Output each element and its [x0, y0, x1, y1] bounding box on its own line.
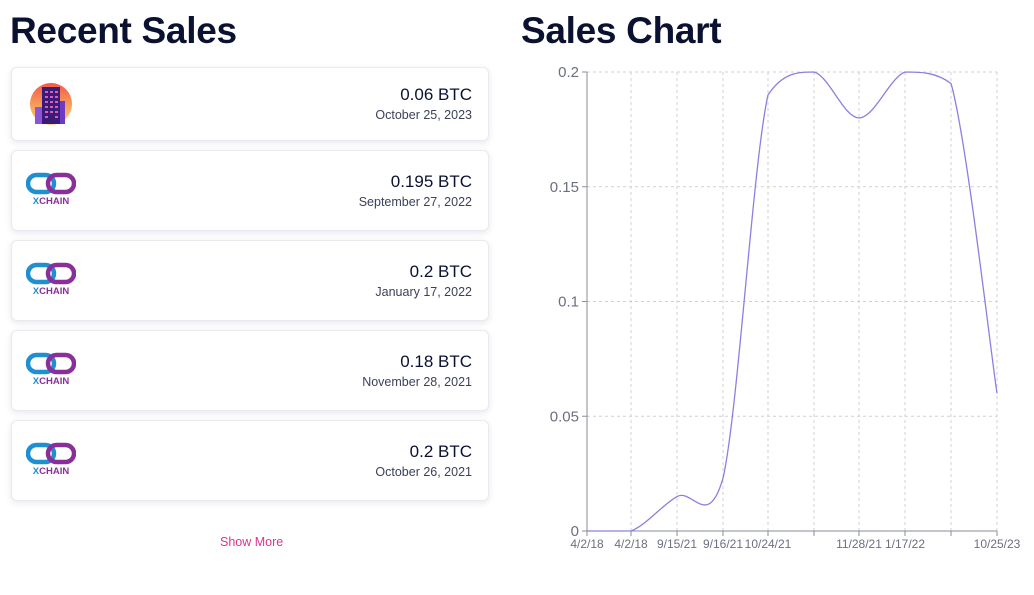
svg-text:XCHAIN: XCHAIN: [33, 376, 70, 387]
y-tick-label: 0.2: [558, 64, 579, 81]
sales-chart-title: Sales Chart: [521, 10, 722, 51]
pixel-building-icon: [26, 83, 76, 125]
sales-line: [587, 71, 998, 532]
sale-card[interactable]: XCHAIN 0.18 BTC November 28, 2021: [11, 330, 489, 411]
svg-text:XCHAIN: XCHAIN: [33, 286, 70, 297]
recent-sales-title: Recent Sales: [10, 10, 237, 51]
sale-info: 0.06 BTC October 25, 2023: [375, 84, 472, 124]
sale-date: October 25, 2023: [375, 108, 472, 122]
xchain-logo-icon: XCHAIN: [26, 440, 76, 482]
sale-card[interactable]: 0.06 BTC October 25, 2023: [11, 67, 489, 141]
sale-date: September 27, 2022: [358, 194, 472, 209]
y-tick-label: 0.05: [550, 408, 579, 425]
recent-sales-list: 0.06 BTC October 25, 2023 XCHAIN 0.195 B…: [11, 67, 489, 510]
sale-info: 0.2 BTC January 17, 2022: [375, 261, 472, 301]
x-tick-label: 10/24/21: [745, 537, 792, 551]
svg-text:XCHAIN: XCHAIN: [33, 466, 70, 477]
x-tick-label: 4/2/18: [570, 537, 604, 551]
sale-info: 0.2 BTC October 26, 2021: [375, 441, 472, 481]
sale-info: 0.18 BTC November 28, 2021: [362, 351, 472, 391]
sale-card[interactable]: XCHAIN 0.195 BTC September 27, 2022: [11, 150, 489, 231]
x-tick-label: 9/16/21: [703, 537, 743, 551]
sale-price: 0.2 BTC: [409, 441, 472, 461]
sale-date: January 17, 2022: [375, 284, 472, 299]
x-tick-label: 4/2/18: [614, 537, 648, 551]
xchain-logo-icon: XCHAIN: [26, 350, 76, 392]
xchain-logo-icon: XCHAIN: [26, 170, 76, 212]
sale-card[interactable]: XCHAIN 0.2 BTC October 26, 2021: [11, 420, 489, 501]
sale-price: 0.18 BTC: [400, 351, 472, 371]
x-tick-label: 11/28/21: [836, 537, 882, 551]
sale-date: November 28, 2021: [362, 374, 472, 389]
sale-price: 0.195 BTC: [390, 171, 472, 191]
x-tick-label: 9/15/21: [657, 537, 697, 551]
show-more-button[interactable]: Show More: [220, 535, 284, 549]
y-tick-label: 0: [571, 523, 579, 540]
y-tick-label: 0.1: [558, 294, 579, 311]
sale-date: October 26, 2021: [375, 464, 472, 479]
y-tick-label: 0.15: [550, 179, 579, 196]
svg-text:XCHAIN: XCHAIN: [33, 196, 70, 207]
sales-chart: 0 0.05 0.1 0.15 0.2 4/2/18 4/2/18 9/15/21 9/16/2…: [550, 64, 1021, 551]
sale-info: 0.195 BTC September 27, 2022: [359, 171, 472, 211]
x-tick-label: 1/17/22: [885, 537, 925, 551]
sale-card[interactable]: XCHAIN 0.2 BTC January 17, 2022: [11, 240, 489, 321]
x-tick-label: 10/25/23: [974, 537, 1021, 551]
sale-price: 0.06 BTC: [400, 85, 472, 104]
xchain-logo-icon: XCHAIN: [26, 260, 76, 302]
sale-price: 0.2 BTC: [409, 261, 472, 281]
